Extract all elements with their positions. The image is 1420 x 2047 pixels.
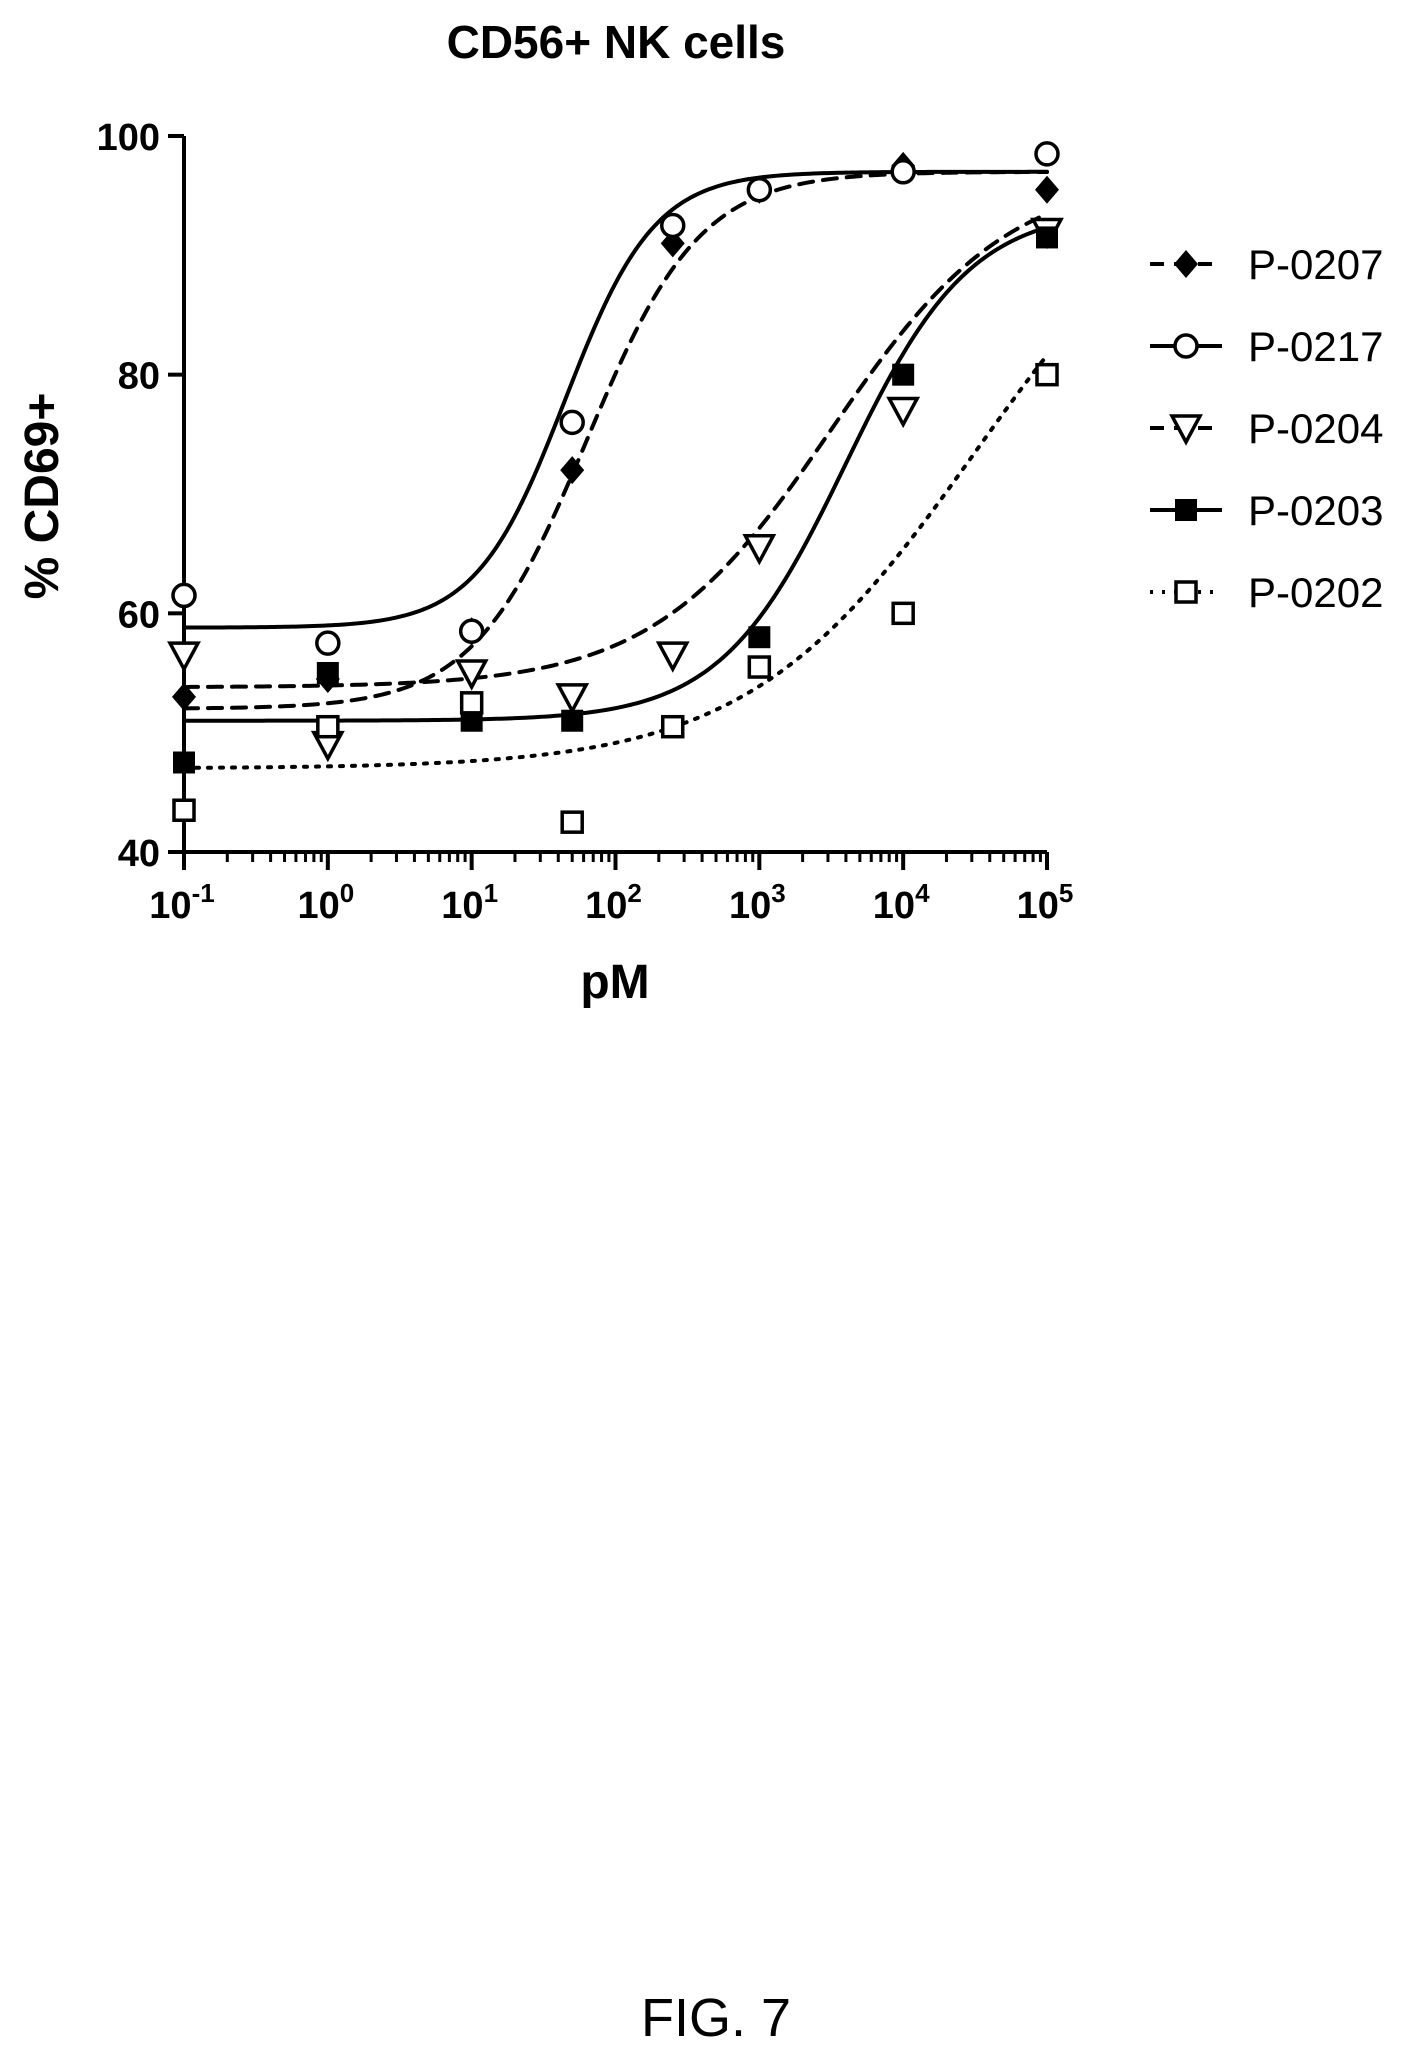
x-tick-label: 104 <box>873 878 930 927</box>
data-point-p-0204 <box>655 641 690 673</box>
data-point-p-0202 <box>747 655 772 679</box>
x-tick-base: 10 <box>297 885 339 927</box>
x-tick-base: 10 <box>1017 885 1059 927</box>
y-axis-label: % CD69+ <box>16 393 69 600</box>
legend-label: P-0203 <box>1248 487 1383 534</box>
data-point-p-0202 <box>316 714 340 739</box>
data-point-p-0204 <box>555 683 590 715</box>
legend-marker <box>1173 333 1199 359</box>
x-tick-base: 10 <box>729 885 771 927</box>
legend-label: P-0217 <box>1248 323 1383 370</box>
x-tick-base: 10 <box>441 885 483 927</box>
data-point-p-0202 <box>560 810 584 834</box>
legend-marker <box>1169 414 1203 446</box>
x-tick-label: 103 <box>729 878 786 927</box>
fit-curves <box>182 169 1049 770</box>
data-point-p-0204 <box>454 659 489 691</box>
data-point-p-0217 <box>1034 141 1060 167</box>
legend-label: P-0202 <box>1248 569 1383 616</box>
x-tick-base: 10 <box>585 885 627 927</box>
y-tick-label: 60 <box>118 594 160 636</box>
figure-label: FIG. 7 <box>641 1988 791 2047</box>
x-tick-exponent: 5 <box>1059 878 1073 908</box>
legend-label: P-0204 <box>1248 405 1383 452</box>
y-ticks: 40 60 80 100 <box>97 117 184 875</box>
y-tick-label: 80 <box>118 356 160 398</box>
x-tick-exponent: 2 <box>627 878 641 908</box>
data-point-p-0202 <box>172 798 196 822</box>
legend: P-0207 P-0217 P-0204 P-0203 P-0202 <box>1150 241 1383 616</box>
data-point-p-0207 <box>172 682 196 711</box>
data-point-p-0203 <box>460 709 483 732</box>
data-point-p-0203 <box>173 751 195 774</box>
data-point-p-0203 <box>748 626 771 649</box>
fit-curve-p-0202 <box>182 353 1049 770</box>
legend-marker <box>1175 499 1197 521</box>
x-tick-base: 10 <box>873 885 915 927</box>
data-point-p-0217 <box>746 176 773 203</box>
data-point-p-0204 <box>742 533 777 566</box>
y-tick-label: 100 <box>97 117 160 159</box>
data-point-p-0203 <box>892 363 915 386</box>
x-tick-label: 105 <box>1017 878 1074 927</box>
legend-marker <box>1174 250 1198 278</box>
x-tick-exponent: 1 <box>484 878 498 908</box>
x-tick-label: 100 <box>297 878 354 927</box>
x-tick-label: 10-1 <box>149 878 214 927</box>
data-point-p-0204 <box>886 396 921 429</box>
x-tick-label: 102 <box>585 878 642 927</box>
data-point-p-0203 <box>561 709 584 732</box>
data-point-p-0202 <box>459 691 484 715</box>
data-point-p-0217 <box>659 212 686 239</box>
data-point-p-0217 <box>171 582 197 609</box>
x-tick-exponent: -1 <box>192 878 215 908</box>
data-point-p-0217 <box>559 409 585 436</box>
y-tick-label: 40 <box>118 833 160 875</box>
data-point-p-0202 <box>1035 362 1059 387</box>
x-tick-base: 10 <box>149 885 191 927</box>
x-tick-exponent: 4 <box>915 878 930 908</box>
data-point-p-0204 <box>167 641 201 673</box>
data-point-p-0207 <box>1035 175 1059 204</box>
x-tick-exponent: 3 <box>771 878 785 908</box>
chart-title: CD56+ NK cells <box>447 16 786 68</box>
data-point-p-0207 <box>560 456 585 485</box>
data-point-p-0217 <box>315 630 341 656</box>
x-ticks: 10-1 100 101 102 103 104 105 <box>149 852 1073 927</box>
legend-marker <box>1174 580 1198 604</box>
data-point-p-0203 <box>1036 226 1058 249</box>
data-point-p-0217 <box>458 618 485 644</box>
data-points <box>167 141 1064 834</box>
legend-label: P-0207 <box>1248 241 1383 288</box>
data-point-p-0217 <box>890 159 916 185</box>
data-point-p-0202 <box>660 714 685 739</box>
x-axis-label: pM <box>580 956 649 1009</box>
data-point-p-0202 <box>891 601 915 626</box>
x-tick-label: 101 <box>441 878 498 927</box>
data-point-p-0203 <box>316 662 339 684</box>
x-tick-exponent: 0 <box>340 878 354 908</box>
